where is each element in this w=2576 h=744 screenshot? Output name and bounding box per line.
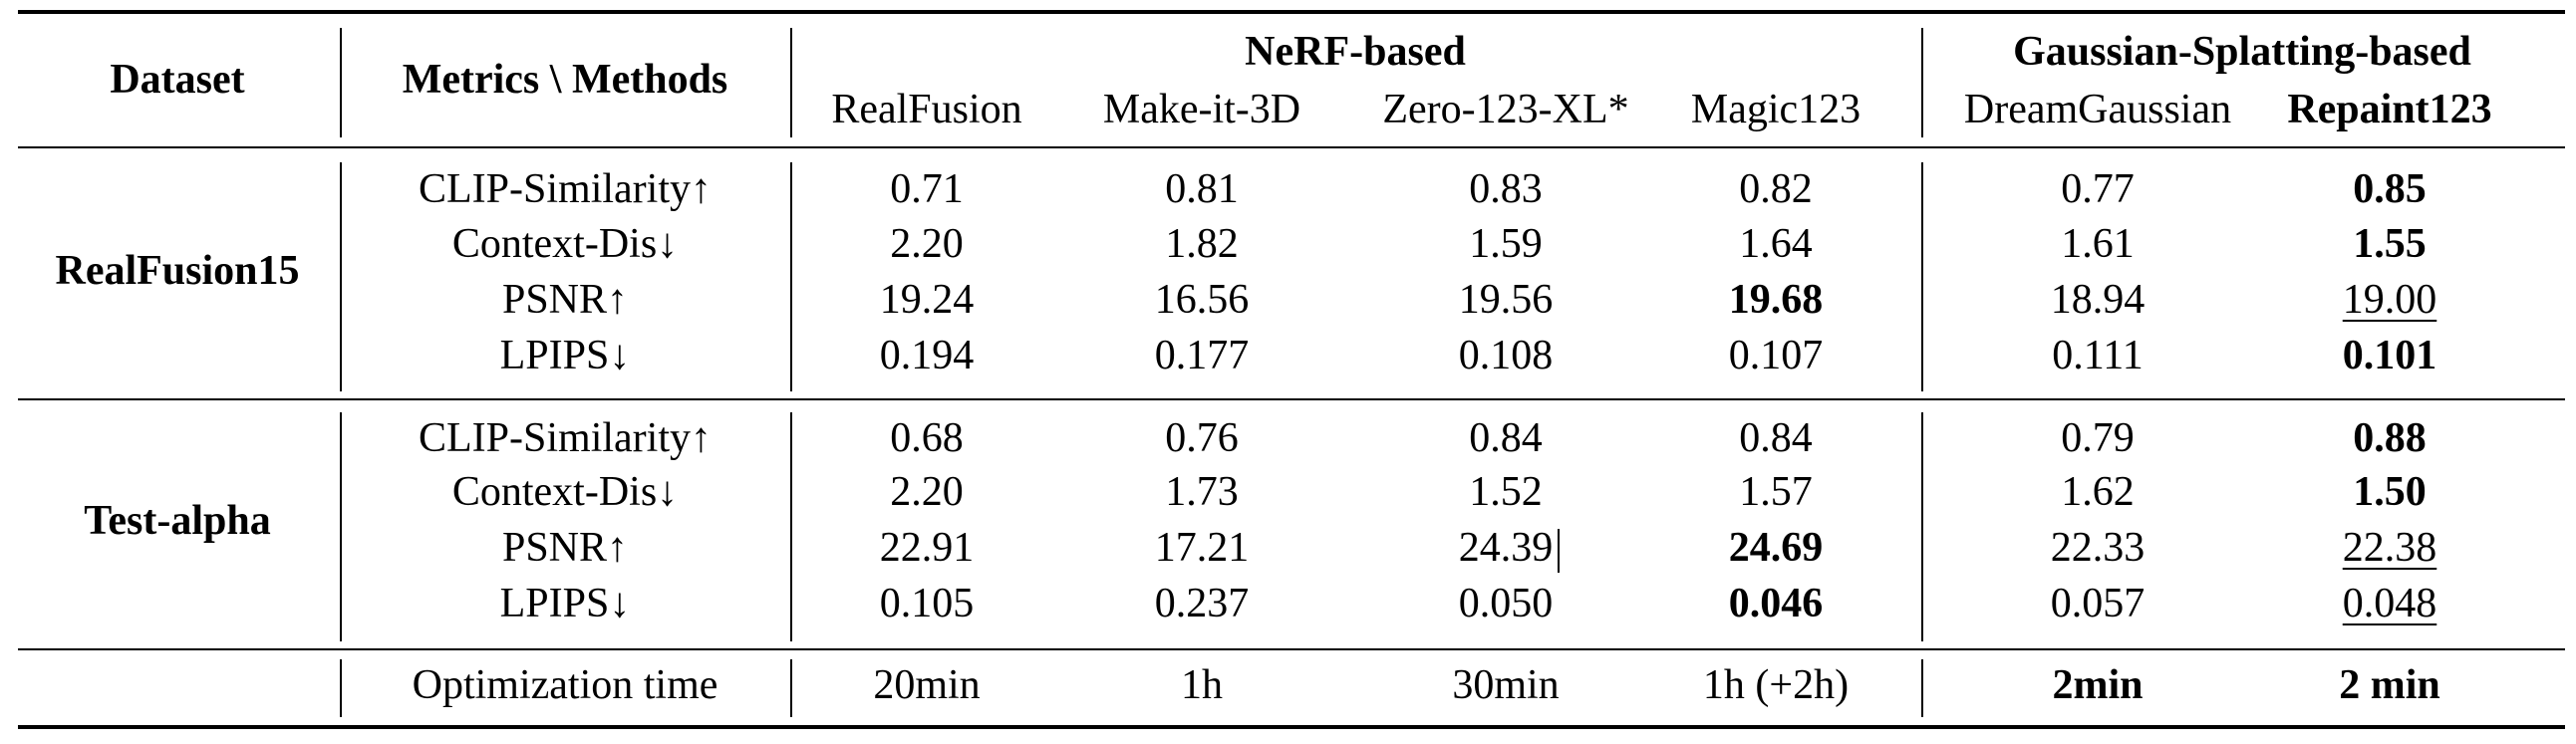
header-method-dreamgaussian: DreamGaussian — [1963, 87, 2232, 132]
value-cell: 16.56 — [1154, 277, 1250, 323]
value-cell: 0.111 — [2052, 333, 2144, 378]
value-cell: 0.194 — [879, 333, 975, 378]
col-divider-dataset — [340, 659, 342, 717]
col-divider-metrics — [790, 412, 792, 641]
metric-label: PSNR↑ — [501, 277, 629, 323]
value-cell: 22.33 — [2050, 525, 2146, 571]
header-metrics-methods: Metrics \ Methods — [402, 57, 728, 103]
header-method-zero-123-xl: Zero-123-XL* — [1382, 87, 1629, 132]
value-cell: 0.81 — [1165, 166, 1239, 212]
section-rule — [18, 398, 2565, 400]
value-cell: 0.83 — [1469, 166, 1543, 212]
value-cell: 0.046 — [1728, 581, 1824, 626]
metric-label: CLIP-Similarity↑ — [419, 166, 712, 212]
value-cell: 1.50 — [2353, 469, 2427, 515]
header-rule — [18, 146, 2565, 148]
value-cell: 1.52 — [1469, 469, 1543, 515]
time-value-cell: 1h — [1181, 662, 1223, 708]
value-cell: 1.55 — [2353, 221, 2427, 267]
col-divider-metrics — [790, 659, 792, 717]
metric-label: PSNR↑ — [501, 525, 629, 571]
col-divider-metrics — [790, 162, 792, 391]
header-method-repaint123: Repaint123 — [2287, 87, 2492, 132]
bottom-rule — [18, 725, 2565, 729]
metric-label: LPIPS↓ — [499, 581, 631, 626]
header-group-nerf: NeRF-based — [1245, 29, 1466, 75]
col-divider-groups — [1921, 28, 1923, 137]
value-cell: 0.82 — [1739, 166, 1813, 212]
value-cell: 24.39 — [1458, 525, 1554, 571]
value-cell: 1.57 — [1739, 469, 1813, 515]
value-cell: 0.057 — [2050, 581, 2146, 626]
value-cell: 1.82 — [1165, 221, 1239, 267]
dataset-label-realfusion15: RealFusion15 — [55, 248, 300, 294]
value-cell: 1.62 — [2061, 469, 2135, 515]
header-group-gaussian: Gaussian-Splatting-based — [2013, 29, 2471, 75]
time-rule — [18, 648, 2565, 650]
metric-label: LPIPS↓ — [499, 333, 631, 378]
col-divider-groups — [1921, 162, 1923, 391]
value-cell: 2.20 — [890, 469, 964, 515]
value-cell: 0.107 — [1728, 333, 1824, 378]
value-cell: 0.237 — [1154, 581, 1250, 626]
value-cell: 0.177 — [1154, 333, 1250, 378]
header-method-make-it-3d: Make-it-3D — [1102, 87, 1301, 132]
col-divider-dataset — [340, 162, 342, 391]
dataset-label-test-alpha: Test-alpha — [84, 498, 271, 544]
col-divider-groups — [1921, 412, 1923, 641]
metric-label: Context-Dis↓ — [451, 469, 679, 515]
value-cell: 0.105 — [879, 581, 975, 626]
value-cell: 19.24 — [879, 277, 975, 323]
value-cell: 0.88 — [2353, 415, 2427, 461]
value-cell: 0.050 — [1458, 581, 1554, 626]
time-value-cell: 20min — [873, 662, 981, 708]
value-cell: 0.101 — [2342, 333, 2437, 378]
col-divider-metrics — [790, 28, 792, 137]
metric-label: Context-Dis↓ — [451, 221, 679, 267]
value-cell: 22.91 — [879, 525, 975, 571]
value-cell: 0.71 — [890, 166, 964, 212]
value-cell: 24.69 — [1728, 525, 1824, 571]
time-value-cell: 2 min — [2339, 662, 2440, 708]
value-cell: 19.56 — [1458, 277, 1554, 323]
header-method-magic123: Magic123 — [1690, 87, 1861, 132]
time-value-cell: 30min — [1452, 662, 1560, 708]
value-cell: 0.048 — [2342, 581, 2437, 626]
value-cell: 0.76 — [1165, 415, 1239, 461]
value-cell: 18.94 — [2050, 277, 2146, 323]
value-cell: 19.68 — [1728, 277, 1824, 323]
value-cell: 17.21 — [1154, 525, 1250, 571]
value-cell: 0.85 — [2353, 166, 2427, 212]
top-rule — [18, 10, 2565, 14]
value-cell: 1.73 — [1165, 469, 1239, 515]
col-divider-dataset — [340, 28, 342, 137]
col-divider-groups — [1921, 659, 1923, 717]
col-divider-dataset — [340, 412, 342, 641]
text-cursor-mark — [1558, 529, 1560, 573]
value-cell: 0.108 — [1458, 333, 1554, 378]
value-cell: 22.38 — [2342, 525, 2437, 571]
value-cell: 0.84 — [1739, 415, 1813, 461]
value-cell: 0.84 — [1469, 415, 1543, 461]
time-value-cell: 1h (+2h) — [1702, 662, 1850, 708]
value-cell: 1.59 — [1469, 221, 1543, 267]
value-cell: 0.77 — [2061, 166, 2135, 212]
metric-label: CLIP-Similarity↑ — [419, 415, 712, 461]
metric-label-optimization-time: Optimization time — [412, 662, 718, 708]
value-cell: 19.00 — [2342, 277, 2437, 323]
value-cell: 2.20 — [890, 221, 964, 267]
value-cell: 0.79 — [2061, 415, 2135, 461]
header-method-realfusion: RealFusion — [831, 87, 1022, 132]
value-cell: 0.68 — [890, 415, 964, 461]
value-cell: 1.64 — [1739, 221, 1813, 267]
time-value-cell: 2min — [2052, 662, 2144, 708]
value-cell: 1.61 — [2061, 221, 2135, 267]
header-dataset: Dataset — [110, 57, 245, 103]
